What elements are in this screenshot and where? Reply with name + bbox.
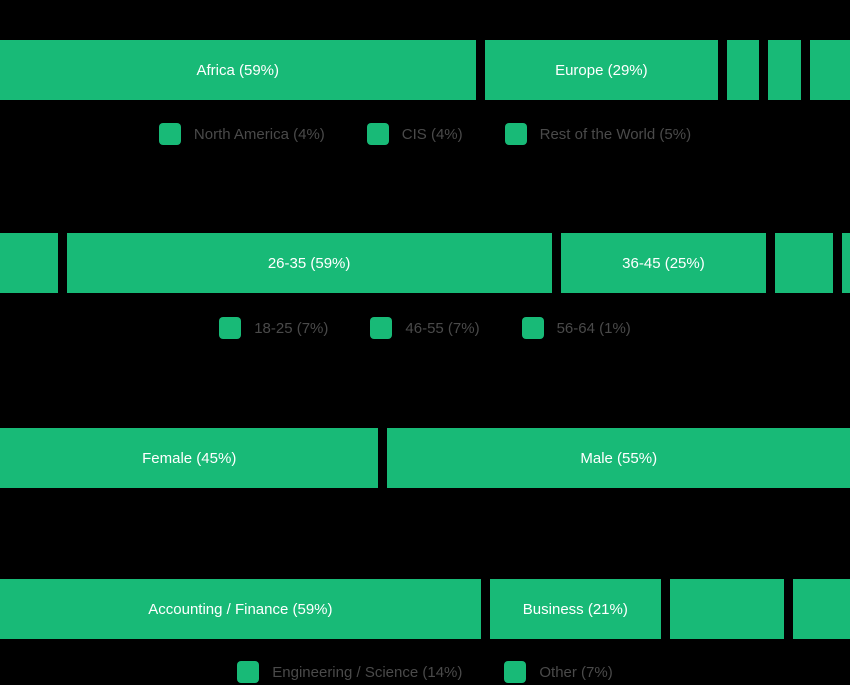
legend-item-46-55-7: 46-55 (7%): [370, 317, 480, 339]
region-stacked-bar: Africa (59%) Europe (29%): [0, 40, 850, 100]
age-legend: 18-25 (7%) 46-55 (7%) 56-64 (1%): [0, 317, 850, 339]
legend-swatch-icon: [219, 317, 242, 339]
gender-stacked-bar: Female (45%) Male (55%): [0, 428, 850, 488]
bar-segment-label-business: Business (21%): [522, 600, 628, 618]
bar-segment-europe: Europe (29%): [484, 40, 719, 100]
bar-segment-female: Female (45%): [0, 428, 379, 488]
legend-label: CIS (4%): [401, 125, 463, 143]
age-stacked-bar: 26-35 (59%) 36-45 (25%): [0, 233, 850, 293]
legend-item-north-america-4: North America (4%): [158, 123, 325, 145]
region-legend: North America (4%) CIS (4%) Rest of the Wo…: [0, 123, 850, 145]
bar-segment-rest-of-the-world: [809, 40, 850, 100]
legend-item-rest-of-the-world-5: Rest of the World (5%): [504, 123, 692, 145]
bar-segment-36-45: 36-45 (25%): [560, 233, 767, 293]
field-legend: Engineering / Science (14%) Other (7%): [0, 661, 850, 683]
legend-item-engineering-science-14: Engineering / Science (14%): [237, 661, 462, 683]
legend-item-other-7: Other (7%): [504, 661, 613, 683]
legend-label: Engineering / Science (14%): [272, 663, 463, 681]
chart-section-region: Africa (59%) Europe (29%) North America (…: [0, 0, 850, 145]
legend-swatch-icon: [158, 123, 181, 145]
legend-label: 18-25 (7%): [254, 319, 329, 337]
legend-item-18-25-7: 18-25 (7%): [219, 317, 328, 339]
bar-segment-label-accounting-finance: Accounting / Finance (59%): [148, 600, 333, 618]
bar-segment-label-africa: Africa (59%): [196, 61, 280, 79]
chart-section-field: Accounting / Finance (59%) Business (21%)…: [0, 579, 850, 683]
bar-segment-26-35: 26-35 (59%): [66, 233, 552, 293]
bar-segment-africa: Africa (59%): [0, 40, 476, 100]
legend-label: 46-55 (7%): [405, 319, 480, 337]
legend-swatch-icon: [370, 317, 393, 339]
bar-segment-label-male: Male (55%): [580, 449, 658, 467]
legend-item-56-64-1: 56-64 (1%): [521, 317, 631, 339]
legend-label: Rest of the World (5%): [539, 125, 692, 143]
bar-segment-north-america: [727, 40, 760, 100]
bar-segment-56-64: [841, 233, 850, 293]
legend-label: North America (4%): [193, 125, 325, 143]
legend-swatch-icon: [237, 661, 260, 683]
field-stacked-bar: Accounting / Finance (59%) Business (21%): [0, 579, 850, 639]
bar-segment-18-25: [0, 233, 58, 293]
legend-label: Other (7%): [539, 663, 613, 681]
chart-section-age: 26-35 (59%) 36-45 (25%) 18-25 (7%) 46-55 (…: [0, 233, 850, 339]
bar-segment-business: Business (21%): [489, 579, 661, 639]
bar-segment-label-europe: Europe (29%): [555, 61, 648, 79]
bar-segment-other: [792, 579, 850, 639]
bar-segment-engineering-science: [669, 579, 784, 639]
bar-segment-46-55: [775, 233, 833, 293]
bar-segment-male: Male (55%): [387, 428, 850, 488]
chart-section-gender: Female (45%) Male (55%): [0, 428, 850, 488]
legend-swatch-icon: [366, 123, 389, 145]
legend-label: 56-64 (1%): [556, 319, 631, 337]
bar-segment-label-36-45: 36-45 (25%): [622, 254, 705, 272]
bar-segment-label-26-35: 26-35 (59%): [267, 254, 351, 272]
bar-segment-accounting-finance: Accounting / Finance (59%): [0, 579, 481, 639]
bar-segment-label-female: Female (45%): [142, 449, 237, 467]
legend-swatch-icon: [521, 317, 544, 339]
legend-swatch-icon: [504, 661, 527, 683]
legend-item-cis-4: CIS (4%): [366, 123, 463, 145]
bar-segment-cis: [768, 40, 801, 100]
legend-swatch-icon: [504, 123, 527, 145]
